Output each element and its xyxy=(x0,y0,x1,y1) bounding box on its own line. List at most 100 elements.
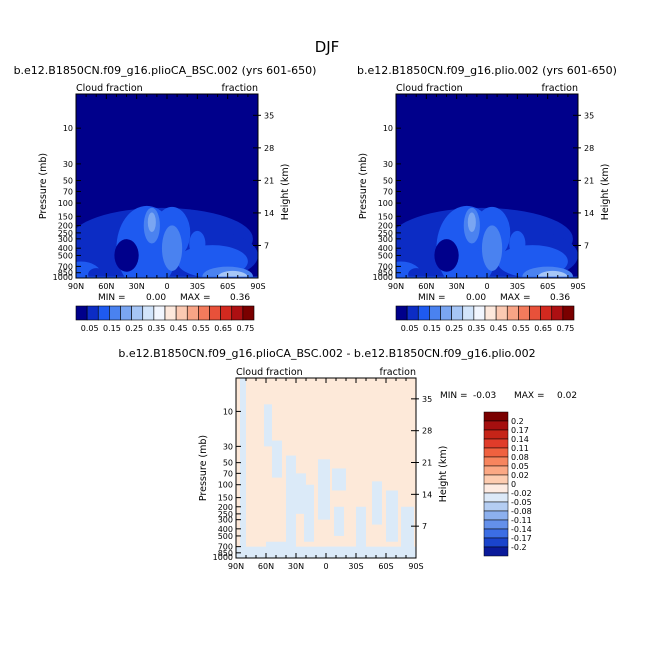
contour-field xyxy=(396,94,578,278)
y-tick-label: 50 xyxy=(383,177,393,186)
y-tick-label: 200 xyxy=(58,222,73,231)
contour-region xyxy=(189,230,206,257)
colorbar-label: 0.2 xyxy=(511,417,524,426)
y-tick-label: 700 xyxy=(218,543,233,552)
y-tick-label: 70 xyxy=(223,469,233,478)
colorbar-label: -0.05 xyxy=(511,498,532,507)
y-tick-label: 10 xyxy=(63,124,73,133)
y-tick-label: 300 xyxy=(218,516,233,525)
contour-field xyxy=(76,94,258,278)
y-tick-label: 1000 xyxy=(213,553,233,562)
x-tick-label: 90S xyxy=(408,562,423,571)
y2-tick-label: 14 xyxy=(264,209,274,218)
colorbar-label: 0.15 xyxy=(103,324,121,333)
colorbar-label: -0.17 xyxy=(511,534,532,543)
min-value: 0.00 xyxy=(466,293,486,303)
contour-region xyxy=(114,239,139,272)
y-tick-label: 150 xyxy=(378,212,393,221)
colorbar-label: 0.11 xyxy=(511,444,529,453)
min-value: -0.03 xyxy=(473,391,496,401)
y-tick-label: 500 xyxy=(58,251,73,260)
colorbar-label: 0.65 xyxy=(214,324,232,333)
contour-region xyxy=(147,212,156,232)
y2-tick-label: 28 xyxy=(584,144,594,153)
contour-region xyxy=(88,268,105,278)
colorbar-label: -0.11 xyxy=(511,516,532,525)
colorbar-swatch xyxy=(483,546,509,557)
y-tick-label: 70 xyxy=(63,187,73,196)
y2-tick-label: 28 xyxy=(422,427,432,436)
y-tick-label: 400 xyxy=(378,244,393,253)
y-tick-label: 1000 xyxy=(53,273,73,282)
min-label: MIN = xyxy=(98,293,126,303)
y-tick-label: 100 xyxy=(218,481,233,490)
colorbar-swatch xyxy=(483,537,509,548)
colorbar-swatch xyxy=(551,305,564,321)
contour-region xyxy=(217,270,248,278)
y-tick-label: 300 xyxy=(378,235,393,244)
y2-tick-label: 35 xyxy=(264,111,274,120)
panel-title: b.e12.B1850CN.f09_g16.plio.002 (yrs 601-… xyxy=(357,64,617,77)
max-label: MAX = xyxy=(180,293,211,303)
y-tick-label: 100 xyxy=(58,199,73,208)
colorbar-label: 0.15 xyxy=(423,324,441,333)
y-axis-label: Pressure (mb) xyxy=(38,153,49,219)
y2-tick-label: 21 xyxy=(264,176,274,185)
colorbar-label: 0.14 xyxy=(511,435,529,444)
y2-axis-label: Height (km) xyxy=(438,446,449,503)
colorbar-swatch xyxy=(473,305,486,321)
colorbar-swatch xyxy=(483,492,509,503)
y-tick-label: 400 xyxy=(58,244,73,253)
colorbar-swatch xyxy=(518,305,530,321)
contour-region xyxy=(326,546,356,553)
colorbar-swatch xyxy=(198,305,210,321)
colorbar-swatch xyxy=(153,305,166,321)
y-tick-label: 500 xyxy=(378,251,393,260)
colorbar-swatch xyxy=(131,305,144,321)
colorbar-swatch xyxy=(529,305,541,321)
panel-right-label: fraction xyxy=(542,83,579,94)
colorbar-swatch xyxy=(417,305,430,321)
colorbar-swatch xyxy=(97,305,110,321)
panel-title: b.e12.B1850CN.f09_g16.plioCA_BSC.002 - b… xyxy=(118,347,535,360)
min-label: MIN = xyxy=(440,391,468,401)
panel-right-label: fraction xyxy=(222,83,259,94)
max-label: MAX = xyxy=(514,391,545,401)
y-tick-label: 700 xyxy=(58,262,73,271)
y-tick-label: 10 xyxy=(223,407,233,416)
x-tick-label: 60S xyxy=(220,282,235,291)
colorbar-swatch xyxy=(75,305,88,321)
colorbar-label: 0.75 xyxy=(557,324,575,333)
contour-region xyxy=(408,268,425,278)
panel-right: b.e12.B1850CN.f09_g16.plio.002 (yrs 601-… xyxy=(357,64,617,333)
contour-region xyxy=(240,378,246,558)
contour-region xyxy=(266,541,296,558)
y-axis-label: Pressure (mb) xyxy=(358,153,369,219)
colorbar-swatch xyxy=(109,305,121,321)
contour-region xyxy=(332,468,346,491)
y-axis-label: Pressure (mb) xyxy=(198,435,209,501)
colorbar-swatch xyxy=(483,510,509,521)
y-tick-label: 10 xyxy=(383,124,393,133)
contour-region xyxy=(481,225,503,271)
x-tick-label: 30N xyxy=(288,562,304,571)
contour-region xyxy=(372,481,382,525)
panel-right-label: fraction xyxy=(380,367,417,378)
min-label: MIN = xyxy=(418,293,446,303)
colorbar-swatch xyxy=(483,438,509,449)
contour-region xyxy=(509,230,526,257)
colorbar-swatch xyxy=(495,305,508,321)
y-tick-label: 200 xyxy=(378,222,393,231)
y-tick-label: 250 xyxy=(218,510,233,519)
x-tick-label: 30S xyxy=(510,282,525,291)
y-tick-label: 50 xyxy=(63,177,73,186)
x-tick-label: 60N xyxy=(98,282,114,291)
x-tick-label: 30S xyxy=(190,282,205,291)
x-tick-label: 90S xyxy=(570,282,585,291)
max-label: MAX = xyxy=(500,293,531,303)
colorbar-swatch xyxy=(562,305,575,321)
colorbar-label: 0.08 xyxy=(511,453,529,462)
min-value: 0.00 xyxy=(146,293,166,303)
x-tick-label: 0 xyxy=(484,282,489,291)
y-tick-label: 400 xyxy=(218,525,233,534)
